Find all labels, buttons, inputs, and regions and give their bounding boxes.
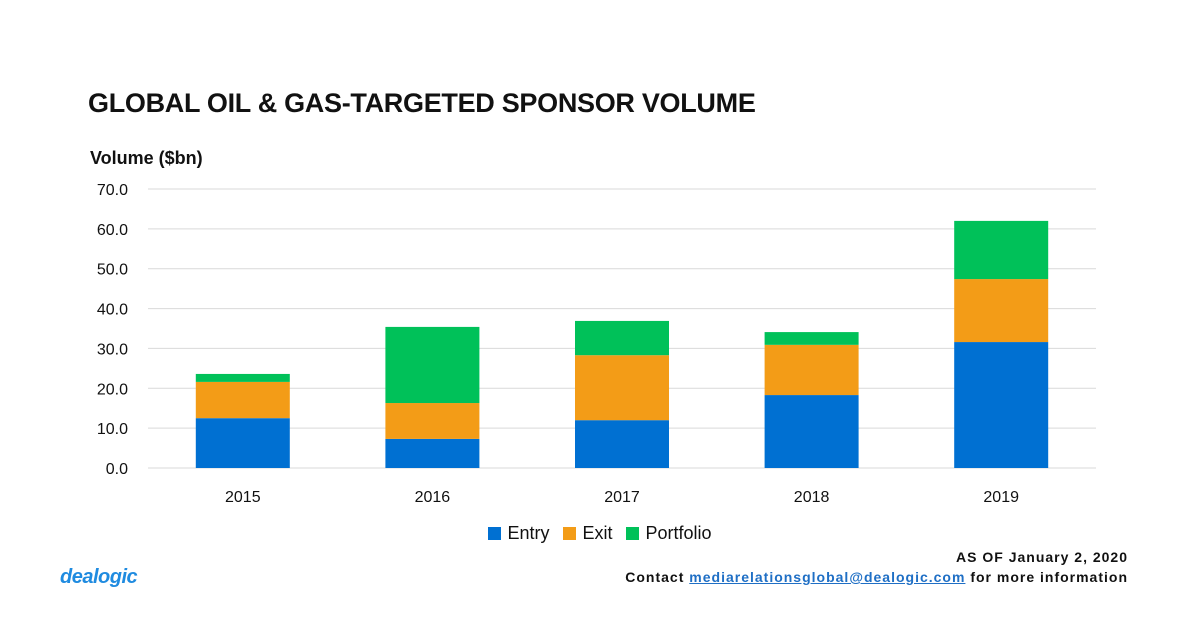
bar-entry-2016 [385,438,480,468]
y-tick-label: 50.0 [97,262,128,279]
bar-portfolio-2017 [575,320,669,356]
bar-entry-2015 [195,418,290,468]
contact-prefix: Contact [625,569,685,585]
bar-entry-2017 [575,420,669,468]
y-tick-label: 60.0 [97,222,128,239]
legend-swatch-exit [563,527,577,540]
x-tick-label: 2019 [983,489,1019,506]
chart-title: GLOBAL OIL & GAS-TARGETED SPONSOR VOLUME [88,88,756,118]
legend-label-entry: Entry [507,523,550,543]
y-tick-label: 70.0 [97,182,128,199]
bar-portfolio-2019 [954,220,1049,280]
contact-line: Contact mediarelationsglobal@dealogic.co… [625,569,1128,585]
bar-portfolio-2015 [195,373,290,382]
y-tick-label: 0.0 [106,461,128,478]
dealogic-logo: dealogic [60,566,138,588]
bar-exit-2018 [764,344,859,396]
y-tick-label: 30.0 [97,341,128,358]
bar-exit-2015 [195,381,290,419]
legend-swatch-entry [488,527,502,540]
bar-entry-2019 [954,342,1049,468]
legend-label-exit: Exit [582,523,613,543]
contact-email-link[interactable]: mediarelationsglobal@dealogic.com [689,569,966,585]
legend: Entry Exit Portfolio [0,523,1200,544]
y-axis-label: Volume ($bn) [90,148,203,168]
bar-entry-2018 [764,395,859,468]
x-tick-label: 2016 [415,489,451,506]
x-tick-label: 2017 [604,489,640,506]
as-of-date: AS OF January 2, 2020 [956,549,1128,565]
legend-item-portfolio: Portfolio [626,523,712,544]
bar-portfolio-2018 [764,332,859,345]
legend-item-entry: Entry [488,523,549,544]
y-tick-label: 40.0 [97,302,128,319]
legend-label-portfolio: Portfolio [645,523,712,543]
bar-exit-2019 [954,279,1049,343]
bar-exit-2017 [575,355,669,421]
bar-portfolio-2016 [385,326,480,404]
x-tick-label: 2015 [225,489,261,506]
x-tick-label: 2018 [794,489,830,506]
y-tick-label: 10.0 [97,421,128,438]
bar-exit-2016 [385,403,480,439]
legend-item-exit: Exit [563,523,612,544]
legend-swatch-portfolio [626,527,640,540]
y-tick-label: 20.0 [97,381,128,398]
contact-suffix: for more information [970,569,1128,585]
